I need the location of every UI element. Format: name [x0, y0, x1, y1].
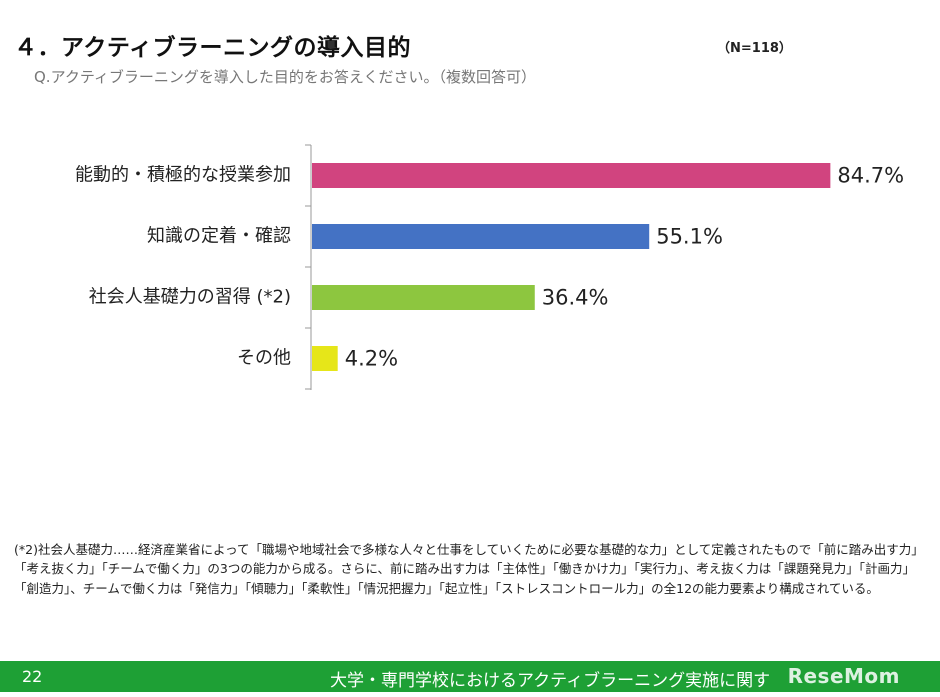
- bar: [312, 285, 535, 310]
- footer-bar: 22 大学・専門学校におけるアクティブラーニング実施に関する調査 ReseMom: [0, 661, 940, 692]
- sample-size-label: （N=118）: [717, 41, 792, 56]
- survey-question: Q.アクティブラーニングを導入した目的をお答えください。（複数回答可）: [34, 68, 536, 86]
- footer-title: 大学・専門学校におけるアクティブラーニング実施に関する調査: [330, 671, 770, 691]
- category-label: その他: [237, 348, 291, 369]
- footnote: (*2)社会人基礎力……経済産業省によって「職場や地域社会で多様な人々と仕事をし…: [14, 542, 924, 596]
- value-label: 4.2%: [345, 347, 398, 371]
- category-label: 知識の定着・確認: [147, 226, 291, 247]
- resemom-watermark: ReseMom: [787, 664, 900, 688]
- bar: [312, 224, 650, 249]
- value-label: 55.1%: [656, 225, 723, 249]
- value-label: 36.4%: [542, 286, 609, 310]
- bar-chart: 能動的・積極的な授業参加 84.7% 知識の定着・確認 55.1% 社会人基礎力の習得 …: [75, 144, 904, 390]
- bar: [312, 346, 338, 371]
- bar: [312, 163, 831, 188]
- category-label: 社会人基礎力の習得 (*2): [89, 287, 291, 308]
- value-label: 84.7%: [837, 164, 904, 188]
- page-number: 22: [22, 667, 43, 686]
- category-label: 能動的・積極的な授業参加: [75, 165, 291, 186]
- page-title: ４．アクティブラーニングの導入目的: [14, 35, 411, 61]
